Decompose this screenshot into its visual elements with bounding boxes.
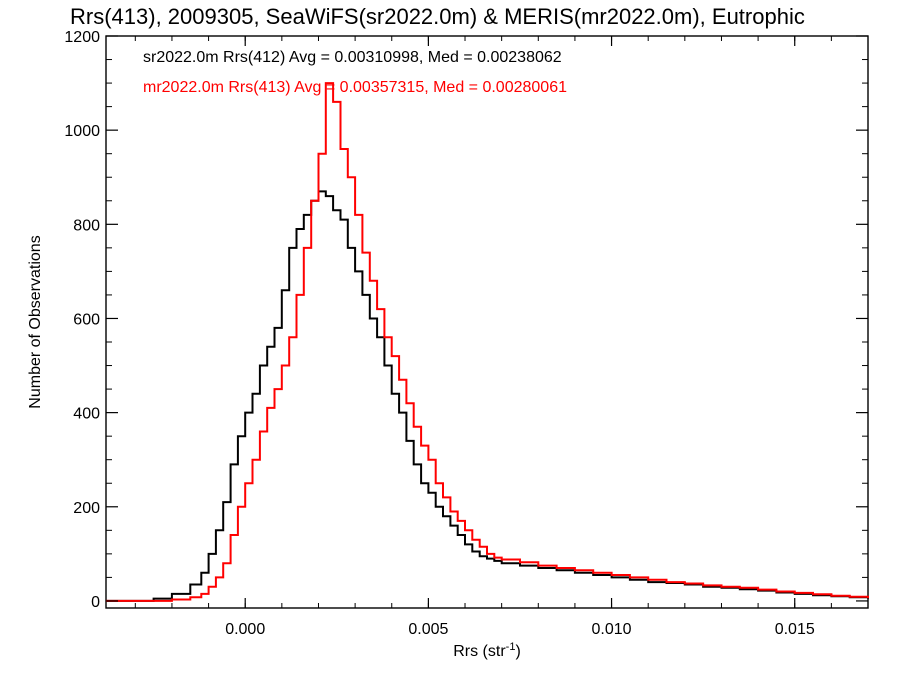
y-axis: 0 200 400 600 800 1000 1200 <box>64 29 868 611</box>
series-layer <box>106 82 869 602</box>
x-tick-label: 0.005 <box>408 621 448 638</box>
x-tick-label: 0.010 <box>592 621 632 638</box>
y-tick-label: 0 <box>91 594 100 611</box>
y-tick-label: 200 <box>73 500 100 517</box>
x-axis-label-end: ) <box>515 643 520 660</box>
x-axis-label-main: Rrs (str <box>453 643 506 660</box>
x-axis-label: Rrs (str-1) <box>453 641 521 660</box>
y-tick-label: 400 <box>73 406 100 423</box>
legend-entry-mr2022: mr2022.0m Rrs(413) Avg = 0.00357315, Med… <box>143 79 567 96</box>
x-axis-label-superscript: -1 <box>506 641 516 653</box>
series-line-2 <box>106 82 869 602</box>
y-tick-label: 800 <box>73 217 100 234</box>
legend-entry-sr2022: sr2022.0m Rrs(412) Avg = 0.00310998, Med… <box>143 49 562 66</box>
plot-frame <box>105 35 869 609</box>
y-tick-label: 1000 <box>64 123 100 140</box>
y-tick-label: 1200 <box>64 29 100 46</box>
x-axis: 0.000 0.005 0.010 0.015 <box>134 36 832 638</box>
chart-title: Rrs(413), 2009305, SeaWiFS(sr2022.0m) & … <box>70 4 805 29</box>
x-tick-label: 0.000 <box>225 621 265 638</box>
x-tick-label: 0.015 <box>775 621 815 638</box>
y-axis-label: Number of Observations <box>27 235 44 408</box>
y-tick-label: 600 <box>73 311 100 328</box>
